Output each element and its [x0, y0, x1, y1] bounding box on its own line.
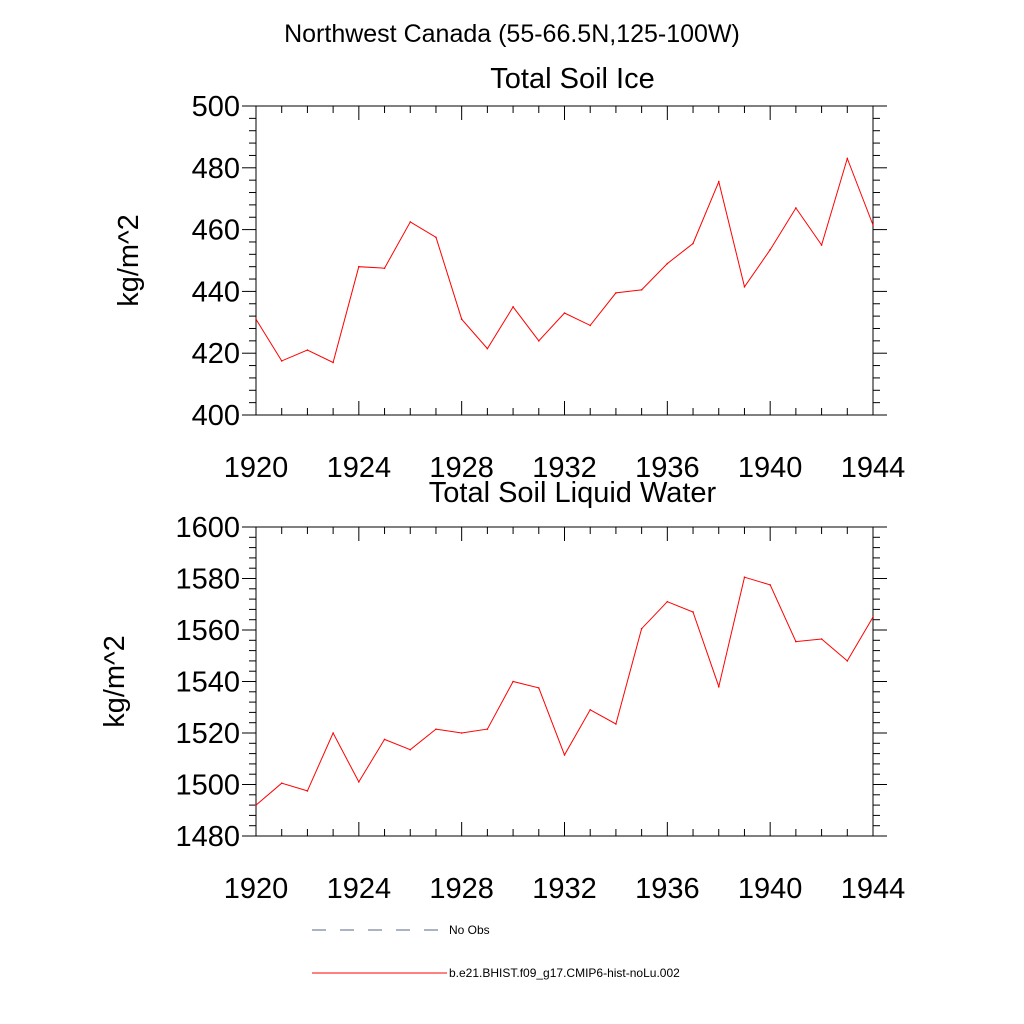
x-tick-label: 1920 [224, 452, 289, 484]
data-point [460, 318, 463, 321]
legend-label-no-obs: No Obs [449, 923, 490, 937]
y-tick-label: 1540 [175, 667, 240, 699]
data-point [358, 265, 360, 268]
x-tick-label: 1936 [635, 873, 700, 905]
y-tick-label: 1480 [175, 821, 240, 853]
series-line [255, 156, 874, 364]
plot-frame [255, 526, 874, 837]
data-point [409, 221, 412, 223]
data-point [795, 640, 797, 643]
x-tick-label: 1932 [532, 452, 597, 484]
data-point [846, 157, 849, 160]
data-point [306, 349, 309, 351]
data-point [743, 285, 746, 288]
data-point [383, 267, 386, 270]
plot-frame [255, 105, 874, 416]
data-point [435, 728, 437, 730]
data-point [435, 236, 437, 239]
data-point [615, 723, 617, 725]
y-tick-label: 440 [192, 276, 240, 308]
data-point [769, 584, 771, 586]
data-point [872, 616, 874, 618]
data-point [255, 804, 257, 806]
y-tick-label: 1560 [175, 615, 240, 647]
data-point [512, 306, 514, 308]
data-point [460, 732, 463, 734]
data-point [846, 660, 849, 662]
data-point [872, 224, 874, 226]
legend-label-model: b.e21.BHIST.f09_g17.CMIP6-hist-noLu.002 [449, 966, 680, 980]
data-point [717, 685, 720, 688]
y-tick-label: 1580 [175, 564, 240, 596]
x-tick-label: 1928 [429, 452, 494, 484]
y-axis-label: kg/m^2 [113, 214, 145, 307]
y-tick-label: 1600 [175, 512, 240, 544]
data-point [512, 680, 514, 683]
page-title: Northwest Canada (55-66.5N,125-100W) [284, 20, 740, 48]
data-point [640, 627, 643, 630]
y-tick-label: 480 [192, 153, 240, 185]
chart-title: Total Soil Liquid Water [429, 477, 717, 509]
x-tick-label: 1940 [738, 873, 803, 905]
data-point [280, 360, 283, 362]
data-point [537, 687, 540, 689]
data-point [383, 738, 386, 741]
y-tick-label: 1500 [175, 770, 240, 802]
data-point [255, 318, 257, 321]
data-point [486, 347, 489, 350]
data-point [306, 790, 309, 792]
x-tick-label: 1924 [327, 873, 392, 905]
chart-total-soil-ice: Total Soil Ice kg/m^2 1920 1924 1928 1932 1936… [113, 63, 905, 484]
x-tick-label: 1940 [738, 452, 803, 484]
data-point [820, 638, 823, 640]
data-point [589, 324, 592, 327]
legend: No Obs b.e21.BHIST.f09_g17.CMIP6-hist-no… [312, 923, 680, 980]
data-point [486, 728, 489, 730]
y-tick-label: 400 [192, 400, 240, 432]
chart-title: Total Soil Ice [490, 63, 654, 95]
data-point [409, 748, 412, 751]
x-tick-label: 1944 [841, 873, 906, 905]
data-point [795, 207, 797, 209]
x-tick-label: 1936 [635, 452, 700, 484]
x-tick-label: 1924 [327, 452, 392, 484]
data-point [640, 289, 643, 291]
series-line [255, 576, 874, 806]
x-tick-label: 1944 [841, 452, 906, 484]
y-axis-label: kg/m^2 [99, 635, 131, 728]
data-point [717, 180, 720, 183]
chart-total-soil-liquid-water: Total Soil Liquid Water kg/m^2 1920 1924 192… [99, 477, 905, 905]
data-point [692, 242, 694, 245]
x-tick-label: 1932 [532, 873, 597, 905]
data-point [358, 781, 360, 783]
data-point [563, 754, 566, 756]
data-point [615, 292, 617, 294]
data-point [666, 600, 669, 603]
data-point [769, 248, 771, 251]
data-point [332, 361, 334, 364]
y-tick-label: 460 [192, 215, 240, 247]
data-point [820, 244, 823, 246]
data-point [332, 732, 334, 734]
data-point [537, 340, 540, 342]
data-point [280, 782, 283, 785]
y-tick-label: 1520 [175, 718, 240, 750]
y-tick-label: 500 [192, 91, 240, 123]
x-tick-label: 1920 [224, 873, 289, 905]
data-point [589, 709, 592, 711]
x-tick-label: 1928 [429, 873, 494, 905]
data-point [563, 312, 566, 314]
y-tick-label: 420 [192, 338, 240, 370]
data-point [743, 576, 746, 579]
data-point [666, 262, 669, 265]
data-point [692, 611, 694, 613]
